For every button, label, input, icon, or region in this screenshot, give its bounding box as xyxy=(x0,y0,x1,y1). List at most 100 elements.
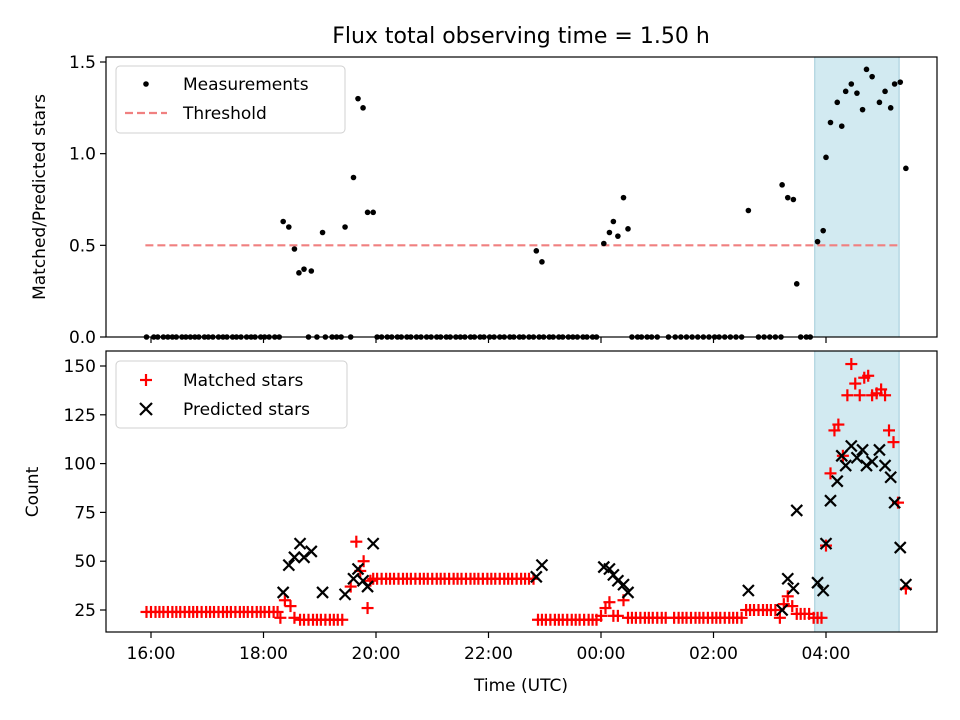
predicted-star-point xyxy=(830,474,844,488)
predicted-star-point xyxy=(899,578,913,591)
measurement-point xyxy=(745,207,752,214)
highlight-span-bottom xyxy=(814,350,900,633)
predicted-star-point xyxy=(865,455,879,468)
matched-star-point xyxy=(883,424,895,437)
y-axis-label-bottom: Count xyxy=(23,466,43,517)
x-tick-label: 18:00 xyxy=(239,644,288,664)
measurement-point xyxy=(784,194,791,201)
y-axis-ticks-top: 0.0 0.5 1.0 1.5 xyxy=(69,53,106,348)
predicted-star-point xyxy=(293,537,307,550)
y-tick-label: 50 xyxy=(74,552,96,572)
measurement-point xyxy=(859,106,866,113)
measurement-point xyxy=(350,174,357,181)
matched-star-point xyxy=(357,555,370,568)
legend-marker-matched xyxy=(140,374,152,386)
matched-star-point xyxy=(361,602,374,615)
measurement-point xyxy=(814,238,821,245)
matched-star-point xyxy=(853,389,866,402)
legend-label-threshold: Threshold xyxy=(182,104,267,124)
matched-star-point xyxy=(815,611,828,624)
legend-bottom: Matched stars Predicted stars xyxy=(115,360,348,429)
measurement-point xyxy=(355,95,361,102)
measurement-point xyxy=(793,281,800,287)
x-axis-label: Time (UTC) xyxy=(473,676,568,696)
x-tick-label: 20:00 xyxy=(352,644,401,664)
measurement-point xyxy=(370,209,376,216)
matched-star-point xyxy=(769,604,782,616)
matched-star-point xyxy=(862,369,875,382)
predicted-star-point xyxy=(276,586,290,599)
matched-star-point xyxy=(284,600,297,613)
legend-label-matched: Matched stars xyxy=(183,371,303,391)
predicted-star-point xyxy=(535,558,549,572)
measurement-point xyxy=(280,218,286,225)
predicted-star-point xyxy=(790,504,804,517)
measurement-point xyxy=(891,81,898,87)
predicted-star-point xyxy=(351,562,365,576)
predicted-star-point xyxy=(860,459,873,472)
matched-star-point xyxy=(832,418,845,431)
matched-star-point xyxy=(336,613,349,626)
matched-star-point xyxy=(288,611,301,624)
predicted-star-point xyxy=(888,496,901,509)
measurement-point xyxy=(820,227,826,234)
count-panel: 25 50 75 100 125 150 16:00 18:00 20:00 22:00 00:0… xyxy=(23,350,938,696)
measurement-point xyxy=(854,90,860,96)
predicted-star-point xyxy=(878,459,892,472)
measurement-point xyxy=(610,218,617,225)
matched-star-point xyxy=(824,467,837,480)
predicted-star-point xyxy=(873,443,886,457)
predicted-star-point xyxy=(824,494,837,507)
x-tick-label: 16:00 xyxy=(127,644,176,664)
predicted-star-point xyxy=(893,541,907,554)
y-axis-ticks-bottom: 25 50 75 100 125 150 xyxy=(64,357,106,621)
predicted-star-point xyxy=(845,439,858,453)
matched-star-point xyxy=(781,590,794,603)
measurement-point xyxy=(790,196,797,203)
predicted-star-point xyxy=(316,586,329,599)
measurement-point xyxy=(876,99,883,106)
chart-title: Flux total observing time = 1.50 h xyxy=(332,24,710,49)
legend-marker-predicted xyxy=(139,402,153,416)
matched-star-point xyxy=(278,594,291,607)
measurement-point xyxy=(848,81,855,87)
matched-star-point xyxy=(845,358,858,371)
predicted-star-point xyxy=(611,574,625,587)
predicted-star-point xyxy=(884,470,897,484)
y-tick-label: 125 xyxy=(64,406,96,426)
measurement-point xyxy=(291,246,298,252)
predicted-star-point xyxy=(621,586,635,599)
measurement-point xyxy=(842,88,849,95)
predicted-star-point xyxy=(781,572,795,586)
y-tick-label: 0.0 xyxy=(69,328,96,348)
measurement-point xyxy=(364,209,371,216)
matched-star-point xyxy=(849,377,862,390)
measurement-point xyxy=(342,224,348,230)
measurement-point xyxy=(296,270,302,276)
predicted-star-point xyxy=(288,551,301,564)
measurement-point xyxy=(286,224,292,230)
x-tick-label: 02:00 xyxy=(689,644,738,664)
y-tick-label: 0.5 xyxy=(69,236,96,256)
predicted-star-point xyxy=(787,582,800,595)
predicted-star-point xyxy=(835,449,849,463)
measurement-point xyxy=(308,268,315,274)
plot-frame-top xyxy=(105,56,938,338)
measurement-point xyxy=(897,79,904,85)
legend-marker-measurements xyxy=(143,81,149,87)
measurement-point xyxy=(301,266,307,272)
matched-star-point xyxy=(271,605,284,618)
measurement-point xyxy=(539,259,545,265)
y-tick-label: 1.0 xyxy=(69,145,96,165)
legend-label-predicted: Predicted stars xyxy=(183,400,310,420)
predicted-star-point xyxy=(856,443,869,457)
measurement-point xyxy=(882,88,888,95)
predicted-star-point xyxy=(819,537,833,550)
matched-star-point xyxy=(786,600,799,613)
predicted-star-point xyxy=(617,578,630,591)
measurement-point xyxy=(903,165,909,172)
predicted-star-point xyxy=(338,588,352,601)
matched-star-point xyxy=(611,609,624,622)
measurement-point xyxy=(319,229,326,236)
